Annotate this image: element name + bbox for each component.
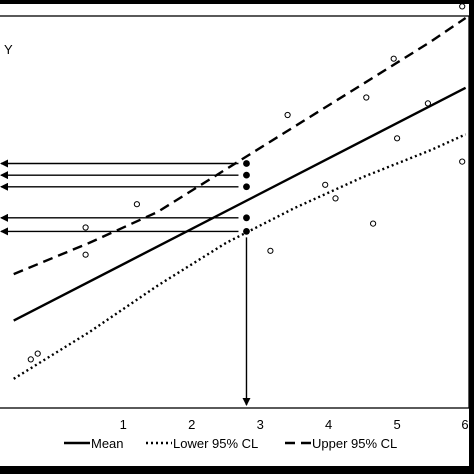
legend-label: Mean xyxy=(91,436,124,451)
x-tick-label: 2 xyxy=(188,417,195,432)
observation-point xyxy=(284,111,291,119)
series-lines xyxy=(13,17,467,380)
observation-point xyxy=(133,201,140,208)
observation-point xyxy=(363,94,370,101)
predicted-point xyxy=(243,160,250,167)
observation-point xyxy=(332,195,339,202)
legend-label: Upper 95% CL xyxy=(312,436,397,451)
x-tick-label: 3 xyxy=(257,417,264,432)
x-tick-label: 5 xyxy=(393,417,400,432)
x-tick-label: 4 xyxy=(325,417,332,432)
observation-point xyxy=(424,100,431,107)
series-line-upper-95-cl xyxy=(13,17,467,276)
observation-point xyxy=(322,181,329,188)
x-tick-labels: 1 2 3 4 5 6 xyxy=(120,417,469,432)
observation-point xyxy=(459,4,466,10)
observation-point xyxy=(82,224,89,231)
observation-point xyxy=(459,158,466,165)
predicted-point xyxy=(243,228,250,235)
observation-point xyxy=(370,220,377,227)
observation-points xyxy=(27,4,466,363)
chart-area: Y 1 2 3 4 5 6 Mean Lower 95% CL Upper 95% CL xyxy=(0,4,469,466)
x-tick-label: 1 xyxy=(120,417,127,432)
predicted-points xyxy=(243,160,250,235)
observation-point xyxy=(27,356,34,363)
observation-point xyxy=(394,135,401,142)
series-line-lower-95-cl xyxy=(13,133,467,380)
legend: Mean Lower 95% CL Upper 95% CL xyxy=(64,436,397,451)
observation-point xyxy=(267,247,274,254)
chart-svg: Y 1 2 3 4 5 6 Mean Lower 95% CL Upper 95% CL xyxy=(0,4,469,451)
predicted-point xyxy=(243,214,250,222)
observation-point xyxy=(82,251,89,258)
x-tick-label: 6 xyxy=(461,417,468,432)
legend-label: Lower 95% CL xyxy=(173,436,258,451)
series-line-mean xyxy=(13,86,467,322)
observation-point xyxy=(390,55,397,62)
plot-border xyxy=(0,15,469,409)
observation-point xyxy=(34,350,41,357)
y-axis-label: Y xyxy=(4,42,13,57)
predicted-point xyxy=(243,183,250,191)
predicted-point xyxy=(243,171,250,179)
projection-arrows xyxy=(0,159,251,406)
